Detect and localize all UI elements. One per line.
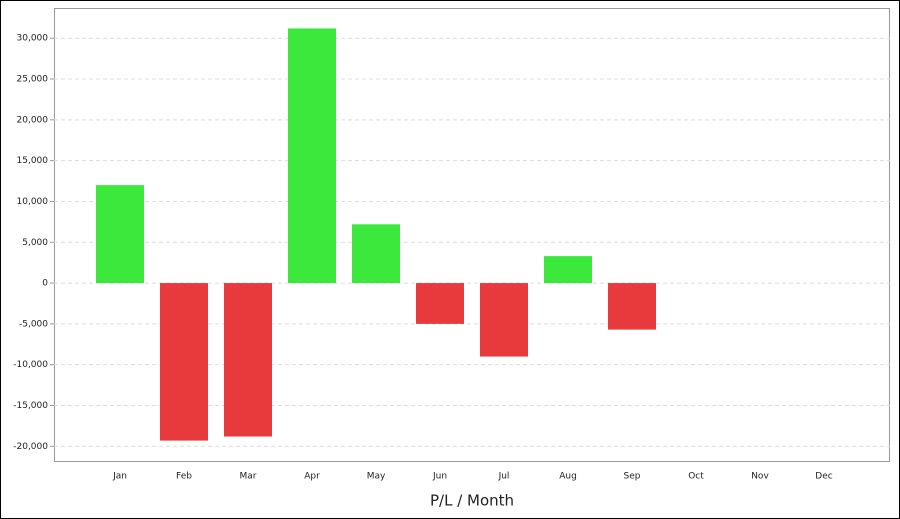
y-tick-label: 20,000	[17, 115, 49, 125]
y-tick-label: 0	[42, 279, 48, 289]
x-axis-label: P/L / Month	[430, 492, 514, 510]
x-tick-label: Apr	[304, 472, 320, 482]
x-tick-label: Sep	[624, 472, 641, 482]
x-tick-label: Aug	[559, 472, 577, 482]
bar	[160, 283, 208, 441]
y-tick-label: -20,000	[13, 442, 48, 452]
y-tick-label: 5,000	[22, 238, 48, 248]
x-tick-label: Mar	[240, 472, 257, 482]
x-tick-label: Jun	[432, 472, 447, 482]
x-tick-label: Oct	[688, 472, 704, 482]
x-tick-label: Dec	[815, 472, 832, 482]
bar	[608, 283, 656, 330]
x-tick-label: Jul	[498, 472, 510, 482]
bar	[224, 283, 272, 437]
y-tick-label: 15,000	[17, 156, 49, 166]
bar	[416, 283, 464, 324]
y-tick-label: -5,000	[19, 319, 48, 329]
y-tick-label: 25,000	[17, 75, 49, 85]
y-tick-label: 30,000	[17, 34, 49, 44]
y-tick-label: -15,000	[13, 401, 48, 411]
x-tick-label: May	[367, 472, 386, 482]
x-tick-label: Nov	[751, 472, 769, 482]
bar	[480, 283, 528, 357]
bar	[96, 185, 144, 284]
bar	[288, 28, 336, 284]
x-tick-label: Feb	[176, 472, 192, 482]
bar	[352, 224, 400, 284]
bar	[544, 256, 592, 284]
x-tick-label: Jan	[112, 472, 127, 482]
y-tick-label: -10,000	[13, 360, 48, 370]
y-tick-label: 10,000	[17, 197, 49, 207]
